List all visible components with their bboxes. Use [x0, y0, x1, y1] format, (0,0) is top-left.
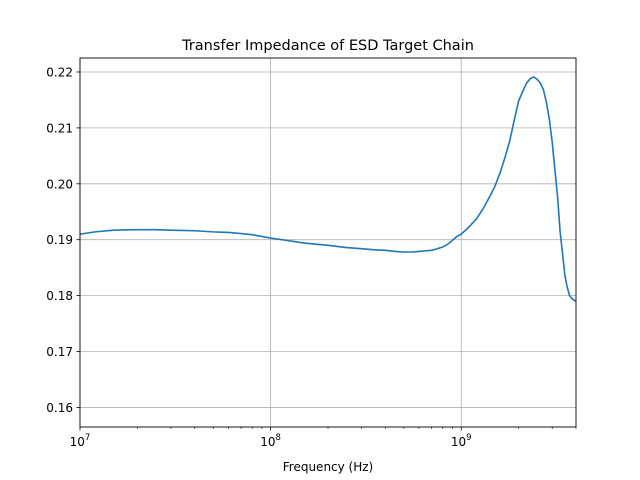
x-axis: 107 108 109: [70, 427, 577, 449]
grid-lines: [79, 58, 576, 427]
x-tick-label: 107: [70, 433, 91, 449]
plot-frame: [79, 57, 577, 428]
x-tick-label: 108: [260, 433, 281, 449]
y-tick-label: 0.18: [46, 289, 73, 303]
y-tick-label: 0.22: [46, 65, 73, 79]
chart-title: Transfer Impedance of ESD Target Chain: [181, 38, 474, 54]
x-tick-label: 109: [451, 433, 472, 449]
series-line-group: [79, 76, 577, 302]
y-axis: 0.16 0.17 0.18 0.19 0.20 0.21 0.22: [46, 65, 80, 415]
y-tick-label: 0.20: [46, 177, 73, 191]
y-tick-label: 0.16: [46, 401, 73, 415]
y-tick-label: 0.21: [46, 121, 73, 135]
x-axis-label: Frequency (Hz): [283, 460, 374, 474]
y-tick-label: 0.17: [46, 345, 73, 359]
y-tick-label: 0.19: [46, 233, 73, 247]
series-line: [79, 76, 577, 302]
